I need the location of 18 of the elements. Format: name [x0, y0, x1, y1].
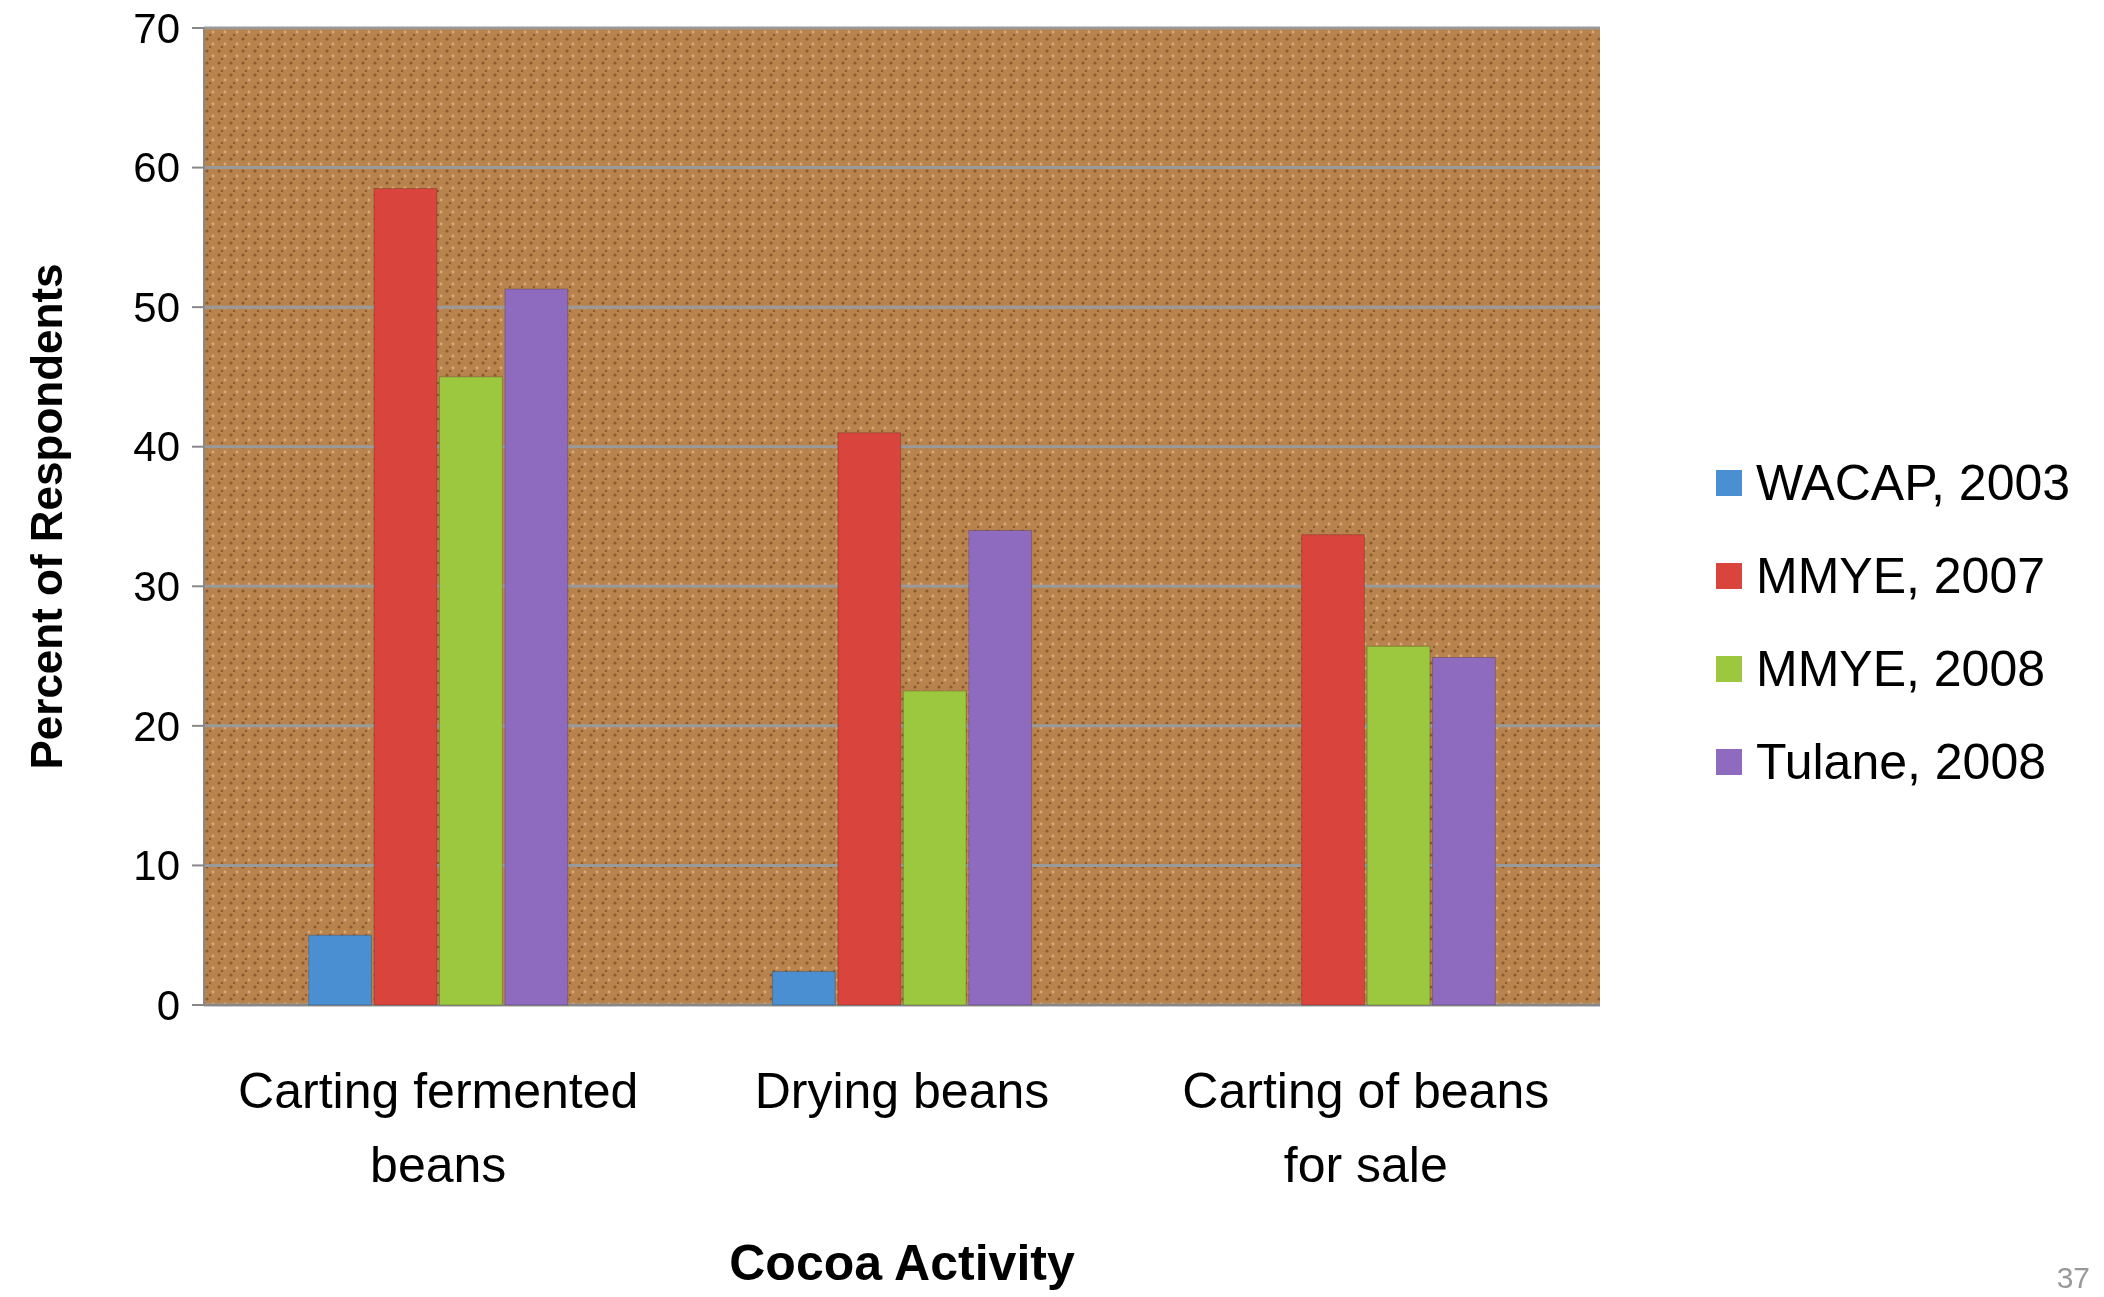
y-axis-title: Percent of Respondents: [22, 263, 71, 770]
y-tick-label: 70: [133, 4, 180, 52]
y-tick-label: 0: [156, 981, 180, 1029]
legend-label: Tulane, 2008: [1756, 734, 2047, 790]
legend-label: MMYE, 2007: [1756, 548, 2046, 604]
x-tick-label: Drying beans: [754, 1063, 1050, 1119]
legend-label: WACAP, 2003: [1756, 455, 2071, 511]
x-axis-title: Cocoa Activity: [729, 1235, 1075, 1291]
y-tick-label: 20: [133, 702, 180, 750]
y-tick-label: 40: [133, 423, 180, 471]
x-tick-label: Carting fermented beans: [238, 1063, 639, 1193]
y-tick-label: 30: [133, 562, 180, 610]
y-tick-label: 60: [133, 144, 180, 192]
text: 37: [2056, 1261, 2090, 1294]
legend-label: MMYE, 2008: [1756, 641, 2046, 697]
x-tick-label: Carting of beans for sale: [1182, 1063, 1550, 1193]
y-tick-label: 50: [133, 283, 180, 331]
y-tick-label: 10: [133, 842, 180, 890]
